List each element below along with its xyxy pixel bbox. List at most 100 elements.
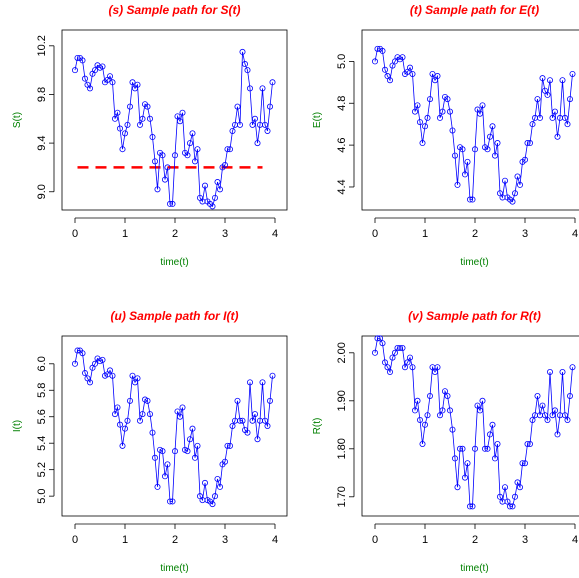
x-tick-label: 1 (422, 534, 428, 546)
point (459, 445, 466, 452)
point (446, 108, 453, 115)
point (554, 133, 561, 140)
point (441, 388, 448, 395)
point (161, 176, 168, 183)
y-tick-label: 1.90 (336, 390, 348, 411)
point (399, 344, 406, 351)
point (191, 158, 198, 165)
point (261, 417, 268, 424)
point (389, 354, 396, 361)
point (384, 364, 391, 371)
point (134, 375, 141, 382)
point (251, 411, 258, 418)
point (127, 397, 134, 404)
point (456, 445, 463, 452)
point (386, 77, 393, 84)
x-tick-label: 4 (572, 228, 578, 240)
point (421, 123, 428, 130)
point (244, 429, 251, 436)
point (246, 379, 253, 386)
point (234, 103, 241, 110)
point (107, 73, 114, 80)
x-axis-label: time(t) (460, 257, 488, 268)
point (114, 109, 121, 116)
point (72, 67, 79, 74)
point (161, 473, 168, 480)
point (139, 115, 146, 122)
point (419, 140, 426, 147)
point (436, 114, 443, 121)
point (411, 407, 418, 414)
y-tick-label: 9.4 (36, 135, 48, 150)
point (514, 479, 521, 486)
x-tick-label: 2 (472, 228, 478, 240)
point (184, 448, 191, 455)
series-line (74, 51, 273, 208)
point (186, 140, 193, 147)
point (159, 448, 166, 455)
point (501, 177, 508, 184)
point (416, 119, 423, 126)
point (171, 152, 178, 159)
point (444, 96, 451, 103)
point (529, 416, 536, 423)
point (562, 412, 569, 419)
point (374, 45, 381, 52)
point (567, 96, 574, 103)
point (406, 64, 413, 71)
point (381, 66, 388, 73)
point (216, 186, 223, 193)
point (476, 407, 483, 414)
point (466, 196, 473, 203)
point (534, 96, 541, 103)
point (254, 140, 261, 147)
point (99, 356, 106, 363)
point (464, 158, 471, 165)
point (409, 364, 416, 371)
point (451, 455, 458, 462)
point (406, 354, 413, 361)
point (449, 426, 456, 433)
y-tick-label: 9.0 (36, 184, 48, 199)
point (446, 407, 453, 414)
point (436, 412, 443, 419)
point (127, 103, 134, 110)
point (547, 368, 554, 375)
point (136, 121, 143, 128)
point (542, 412, 549, 419)
panel: (u) Sample path for I(t) 0 1 2 3 4 time(t) 5.0 5… (12, 309, 288, 574)
point (396, 344, 403, 351)
x-tick-label: 3 (222, 534, 228, 546)
point (379, 47, 386, 54)
x-tick-label: 4 (272, 228, 278, 240)
point (191, 454, 198, 461)
x-tick-label: 3 (522, 534, 528, 546)
point (224, 146, 231, 153)
point (476, 110, 483, 117)
point (241, 61, 248, 68)
point (496, 493, 503, 500)
point (559, 77, 566, 84)
point (474, 402, 481, 409)
point (529, 121, 536, 128)
x-tick-label: 2 (472, 534, 478, 546)
point (201, 479, 208, 486)
point (527, 140, 534, 147)
point (176, 413, 183, 420)
point (562, 114, 569, 121)
point (189, 425, 196, 432)
y-tick-label: 4.4 (336, 179, 348, 194)
y-tick-label: 5.4 (36, 436, 48, 451)
point (414, 397, 421, 404)
point (519, 460, 526, 467)
panel: (s) Sample path for S(t) 0 1 2 3 4 time(t) 9.0 9… (12, 3, 288, 268)
x-axis-label: time(t) (460, 563, 488, 574)
point (552, 407, 559, 414)
point (124, 417, 131, 424)
point (144, 103, 151, 110)
point (136, 417, 143, 424)
point (434, 73, 441, 80)
point (72, 360, 79, 367)
point (244, 67, 251, 74)
